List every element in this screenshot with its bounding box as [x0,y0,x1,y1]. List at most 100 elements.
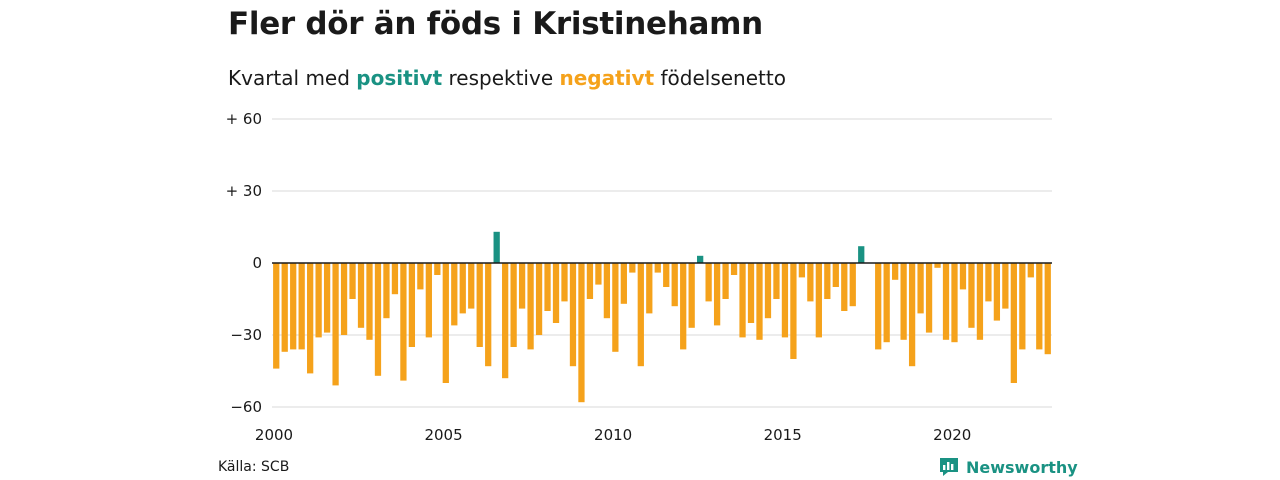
bar [1010,263,1017,383]
bar [688,263,695,328]
bar [739,263,746,338]
bar [790,263,797,359]
bar [273,263,280,369]
bar [595,263,602,285]
subtitle-suffix: födelsenetto [660,66,786,90]
y-tick-label: −60 [230,398,262,416]
bar [552,263,560,323]
bar [425,263,432,338]
bar [917,263,924,314]
x-tick-label: 2010 [594,426,632,444]
bar [434,263,441,275]
bar [883,263,890,343]
bar [646,263,653,314]
bar [637,263,644,367]
x-tick-label: 2000 [255,426,293,444]
bar [332,263,339,386]
bar [323,263,331,333]
bar [340,263,348,335]
bar [290,263,297,350]
source-note: Källa: SCB [218,459,290,475]
bar [391,263,399,295]
bar [892,263,899,280]
bar [934,263,941,268]
bar [951,263,958,343]
bar [281,263,288,352]
bar [485,263,492,367]
bar [849,263,856,307]
bar [620,263,627,304]
bar [578,263,585,403]
bar [408,263,416,347]
brand-name: Newsworthy [966,457,1078,477]
bar [374,263,382,376]
bar [612,263,619,352]
y-axis-ticks: + 60 + 30 0 −30 −60 [226,110,262,416]
bar [908,263,916,367]
bar [400,263,407,381]
bar [357,263,365,328]
subtitle-middle: respektive [448,66,554,90]
bar [858,246,865,263]
bar [993,263,1001,321]
bar [654,263,661,273]
bar [586,263,594,299]
bar [535,263,543,335]
bar [383,263,390,319]
bar [713,263,721,326]
bar [705,263,712,302]
y-tick-label: + 30 [226,182,262,200]
chart-title: Fler dör än föds i Kristinehamn [228,6,763,42]
bar [764,263,772,319]
bar [451,263,458,326]
bar [697,255,704,263]
bar [1036,263,1043,350]
bar [502,263,509,379]
bar [417,263,424,290]
bar [773,263,780,299]
bar [781,263,789,338]
bar [722,263,729,299]
x-tick-label: 2015 [764,426,802,444]
bar [459,263,466,314]
bar [747,263,755,323]
bar [569,263,577,367]
bar [1002,263,1009,309]
bar [680,263,687,350]
bar [942,263,950,340]
bar [824,263,831,299]
bar [976,263,984,340]
bar [366,263,373,340]
bar [798,263,806,278]
bar [841,263,848,311]
bar [493,231,500,263]
bar [900,263,907,340]
bar [561,263,568,302]
bar [315,263,322,338]
bar [663,263,670,287]
subtitle-prefix: Kvartal med [228,66,350,90]
bar [968,263,975,328]
x-axis-ticks: 2000 2005 2010 2015 2020 [255,426,971,444]
newsworthy-logo-icon [940,458,958,476]
bar [1027,263,1034,278]
bar [671,263,678,307]
brand: Newsworthy [938,456,1078,478]
chart-subtitle: Kvartal med positivt respektive negativt… [228,66,786,90]
bar [510,263,517,347]
bar [527,263,534,350]
bar [985,263,992,302]
x-tick-label: 2005 [424,426,462,444]
bars [273,231,1051,403]
bar [815,263,822,338]
bar [518,263,526,309]
bar [349,263,356,299]
y-tick-label: 0 [252,254,262,272]
bar [298,263,305,350]
bar [468,263,475,309]
x-tick-label: 2020 [933,426,971,444]
bar [925,263,933,333]
bar [832,263,839,287]
bar [875,263,882,350]
